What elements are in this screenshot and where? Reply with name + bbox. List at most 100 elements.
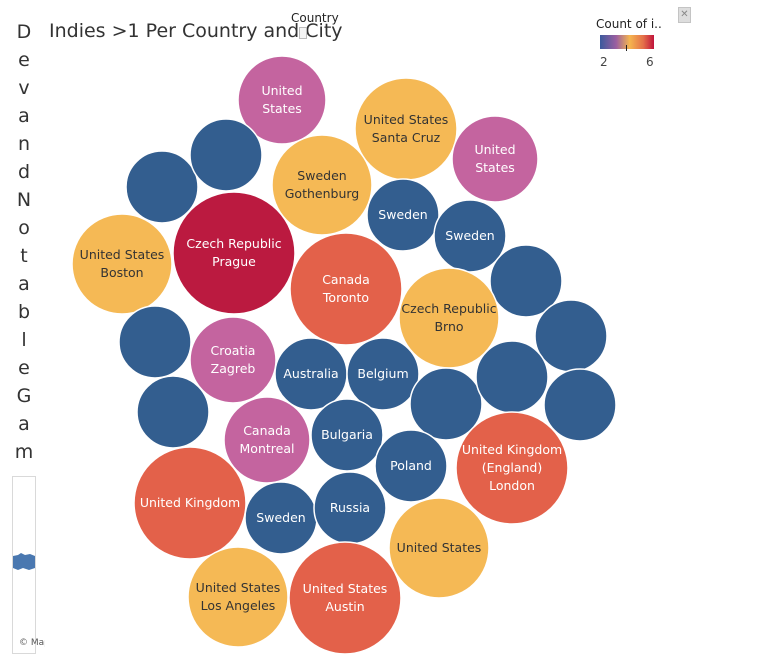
legend-tick: [626, 45, 627, 51]
bubble-circle[interactable]: [543, 368, 617, 442]
bubble-circle[interactable]: [388, 497, 490, 599]
bubble-circle[interactable]: [374, 429, 448, 503]
bubble[interactable]: Poland: [374, 429, 448, 503]
bubble[interactable]: United States Austin: [288, 541, 402, 655]
bubble[interactable]: Canada Toronto: [289, 232, 403, 346]
bubble[interactable]: United States: [451, 115, 539, 203]
bubble[interactable]: Russia: [313, 471, 387, 545]
bubble-circle[interactable]: [271, 134, 373, 236]
bubble-circle[interactable]: [118, 305, 192, 379]
bubble-circle[interactable]: [366, 178, 440, 252]
bubble-label: Poland: [390, 458, 432, 473]
bubble-label: United States: [303, 581, 388, 596]
bubble[interactable]: [489, 244, 563, 318]
bubble[interactable]: Sweden Gothenburg: [271, 134, 373, 236]
bubble[interactable]: [136, 375, 210, 449]
bubble[interactable]: United Kingdom: [133, 446, 247, 560]
legend-title: Count of i..: [596, 17, 662, 31]
bubble-circle[interactable]: [237, 55, 327, 145]
bubble-circle[interactable]: [455, 411, 569, 525]
bubble-circle[interactable]: [189, 118, 263, 192]
bubble-label: United: [261, 83, 302, 98]
side-title-letter: e: [18, 49, 30, 71]
bubble-label: Croatia: [211, 343, 256, 358]
bubble-label: Austin: [325, 599, 364, 614]
bubble-label: Brno: [434, 319, 463, 334]
bubble-circle[interactable]: [489, 244, 563, 318]
bubble-circle[interactable]: [288, 541, 402, 655]
bubble[interactable]: Czech Republic Prague: [172, 191, 296, 315]
close-icon[interactable]: ✕: [678, 7, 691, 23]
side-title-letter: m: [14, 441, 34, 463]
bubble-label: Sweden: [445, 228, 494, 243]
side-title-letter: e: [18, 357, 30, 379]
bubble[interactable]: United States Boston: [71, 213, 173, 315]
bubble-label: Canada: [322, 272, 370, 287]
bubble[interactable]: Czech Republic Brno: [398, 267, 500, 369]
bubble[interactable]: [534, 299, 608, 373]
bubble[interactable]: United States Santa Cruz: [354, 77, 458, 181]
bubble-circle[interactable]: [475, 340, 549, 414]
bubble-label: Australia: [283, 366, 338, 381]
bubble[interactable]: United States: [388, 497, 490, 599]
bubble-circle[interactable]: [451, 115, 539, 203]
bubble[interactable]: [125, 150, 199, 224]
bubble[interactable]: [189, 118, 263, 192]
bubble[interactable]: [475, 340, 549, 414]
map-shape: [13, 553, 35, 570]
bubble-label: Toronto: [322, 290, 369, 305]
bubble[interactable]: [118, 305, 192, 379]
bubble-label: Czech Republic: [186, 236, 281, 251]
bubble[interactable]: Bulgaria: [310, 398, 384, 472]
bubble-circle[interactable]: [223, 396, 311, 484]
bubble-circle[interactable]: [71, 213, 173, 315]
bubble-circle[interactable]: [136, 375, 210, 449]
bubble[interactable]: Sweden: [244, 481, 318, 555]
bubble-label: Sweden: [378, 207, 427, 222]
bubble[interactable]: United States Los Angeles: [187, 546, 289, 648]
bubble[interactable]: United Kingdom (England) London: [455, 411, 569, 525]
bubble-label: Czech Republic: [401, 301, 496, 316]
bubble[interactable]: Sweden: [366, 178, 440, 252]
bubble-label: Zagreb: [211, 361, 256, 376]
side-title-letter: b: [17, 301, 31, 323]
bubble-label: Russia: [330, 500, 370, 515]
bubble[interactable]: Canada Montreal: [223, 396, 311, 484]
bubble-circle[interactable]: [187, 546, 289, 648]
bubble-label: United: [474, 142, 515, 157]
legend-max-label: 6: [646, 55, 654, 69]
bubble-circle[interactable]: [189, 316, 277, 404]
side-title-letter: l: [21, 329, 27, 351]
bubble-circle[interactable]: [172, 191, 296, 315]
country-field-header[interactable]: Country: [291, 11, 339, 25]
bubble-label: United States: [80, 247, 165, 262]
bubble[interactable]: Belgium: [346, 337, 420, 411]
bubble-circle[interactable]: [310, 398, 384, 472]
bubble-circle[interactable]: [409, 367, 483, 441]
bubble-circle[interactable]: [354, 77, 458, 181]
bubble[interactable]: Sweden: [433, 199, 507, 273]
bubble-circle[interactable]: [534, 299, 608, 373]
bubble-label: Sweden: [297, 168, 346, 183]
bubble-circle[interactable]: [398, 267, 500, 369]
bubble-circle[interactable]: [346, 337, 420, 411]
bubble[interactable]: Australia: [274, 337, 348, 411]
bubble[interactable]: Croatia Zagreb: [189, 316, 277, 404]
bubble[interactable]: [409, 367, 483, 441]
side-title-letter: N: [16, 189, 32, 211]
bubble[interactable]: United States: [237, 55, 327, 145]
bubble-label: Gothenburg: [285, 186, 359, 201]
side-title-letter: d: [17, 161, 31, 183]
bubble-circle[interactable]: [125, 150, 199, 224]
sort-icon[interactable]: [299, 27, 307, 39]
side-title-letter: a: [18, 413, 30, 435]
bubble[interactable]: [543, 368, 617, 442]
bubble-label: Belgium: [357, 366, 408, 381]
bubble-circle[interactable]: [133, 446, 247, 560]
bubble-circle[interactable]: [289, 232, 403, 346]
mini-map[interactable]: [12, 476, 36, 654]
side-title-letter: t: [20, 245, 28, 267]
bubble-label: Bulgaria: [321, 427, 373, 442]
